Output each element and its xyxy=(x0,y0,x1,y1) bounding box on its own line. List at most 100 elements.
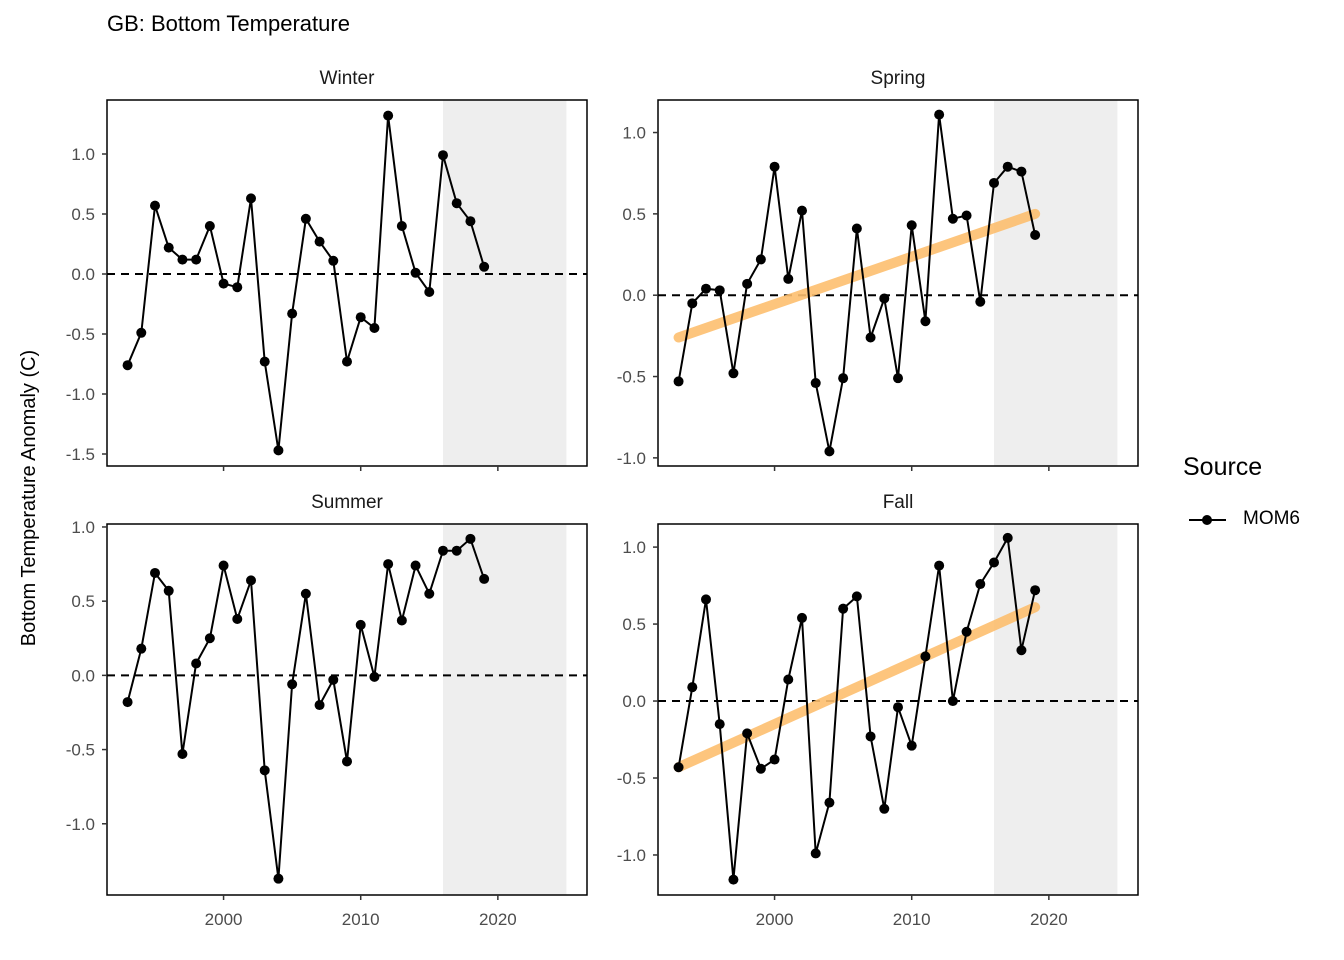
data-point xyxy=(714,719,725,730)
data-point xyxy=(975,579,986,590)
panel-spring: Spring -1.0 -0.5 0.0 0.5 1.0 xyxy=(617,68,1139,471)
data-point xyxy=(163,585,174,596)
panel-summer: Summer -1.0 -0.5 0.0 0.5 1.0 2000 2010 2020 xyxy=(66,492,588,929)
panel-title: Spring xyxy=(871,68,926,89)
data-point xyxy=(451,545,462,556)
x-tick-label: 2020 xyxy=(479,910,517,929)
x-tick-label: 2000 xyxy=(756,910,794,929)
data-point xyxy=(947,696,958,707)
y-tick-label: -0.5 xyxy=(617,368,646,387)
legend-label-mom6: MOM6 xyxy=(1243,508,1300,529)
panel-border xyxy=(106,99,588,467)
data-point xyxy=(906,740,917,751)
data-point xyxy=(177,749,188,760)
data-point xyxy=(934,560,945,571)
y-tick-label: 1.0 xyxy=(71,518,95,537)
x-tick-label: 2020 xyxy=(1030,910,1068,929)
data-point xyxy=(783,674,794,685)
data-point xyxy=(396,221,407,231)
panel-title: Summer xyxy=(311,492,383,513)
data-point xyxy=(687,298,698,309)
data-point xyxy=(465,533,476,544)
data-point xyxy=(961,626,972,637)
y-tick-label: -1.0 xyxy=(617,846,646,865)
data-point xyxy=(687,682,698,693)
data-point xyxy=(424,287,435,297)
data-point xyxy=(204,221,215,231)
series-line-mom6 xyxy=(126,115,486,451)
data-point xyxy=(150,200,160,211)
data-point xyxy=(122,697,133,708)
data-point xyxy=(879,803,890,814)
data-point xyxy=(287,679,298,690)
panel-border xyxy=(106,523,588,896)
data-point xyxy=(191,254,202,265)
y-tick-label: -1.0 xyxy=(617,449,646,468)
y-tick-label: 0.0 xyxy=(71,265,95,284)
data-point xyxy=(246,193,256,204)
data-point xyxy=(824,797,835,808)
shaded-region xyxy=(443,100,567,466)
data-point xyxy=(893,373,903,384)
data-point xyxy=(328,674,339,685)
data-point xyxy=(314,700,325,711)
data-point xyxy=(424,588,435,599)
data-point xyxy=(755,763,766,774)
data-point xyxy=(947,213,958,224)
shaded-region xyxy=(994,524,1118,895)
panel-title: Winter xyxy=(320,68,376,89)
data-point xyxy=(259,765,270,776)
series-line-mom6 xyxy=(677,114,1037,452)
data-point xyxy=(410,560,421,571)
data-point xyxy=(851,223,862,234)
data-point xyxy=(824,446,835,457)
data-point xyxy=(273,445,284,456)
y-tick-label: 0.5 xyxy=(71,592,95,611)
data-point xyxy=(410,267,421,278)
x-tick-label: 2010 xyxy=(342,910,380,929)
data-point xyxy=(396,615,407,626)
data-point xyxy=(479,573,490,584)
data-point xyxy=(1030,585,1041,596)
data-point xyxy=(287,308,298,319)
y-tick-label: 1.0 xyxy=(622,124,646,143)
panel-winter: Winter -1.5 -1.0 -0.5 0.0 0.5 1.0 xyxy=(66,68,588,471)
data-point xyxy=(755,254,766,265)
page-title: GB: Bottom Temperature xyxy=(107,11,350,36)
data-point xyxy=(865,731,876,742)
data-point xyxy=(342,356,352,367)
y-tick-label: 0.0 xyxy=(71,666,95,685)
data-point xyxy=(136,643,147,654)
data-point xyxy=(300,213,311,224)
data-point xyxy=(728,874,739,885)
data-point xyxy=(934,109,945,120)
data-point xyxy=(451,198,462,209)
y-tick-label: 1.0 xyxy=(71,145,95,164)
data-point xyxy=(975,296,986,307)
y-tick-label: 0.0 xyxy=(622,286,646,305)
data-point xyxy=(232,613,243,624)
data-point xyxy=(479,261,490,272)
y-tick-label: -1.0 xyxy=(66,385,95,404)
panel-title: Fall xyxy=(883,492,914,513)
data-point xyxy=(163,242,174,253)
data-point xyxy=(218,560,229,571)
data-point xyxy=(246,575,256,586)
data-point xyxy=(355,619,366,630)
data-point xyxy=(673,376,684,387)
data-point xyxy=(300,588,311,599)
series-line-mom6 xyxy=(677,534,1037,880)
panel-fall: Fall -1.0 -0.5 0.0 0.5 1.0 2000 2010 2020 xyxy=(617,492,1139,929)
data-point xyxy=(783,273,794,284)
data-point xyxy=(177,254,188,265)
data-point xyxy=(369,671,380,682)
data-point xyxy=(769,754,780,765)
data-point xyxy=(920,316,931,327)
data-point xyxy=(838,373,849,384)
data-point xyxy=(438,545,448,556)
y-tick-label: 1.0 xyxy=(622,538,646,557)
x-tick-label: 2000 xyxy=(205,910,243,929)
data-point xyxy=(838,603,849,614)
data-point xyxy=(342,756,352,767)
